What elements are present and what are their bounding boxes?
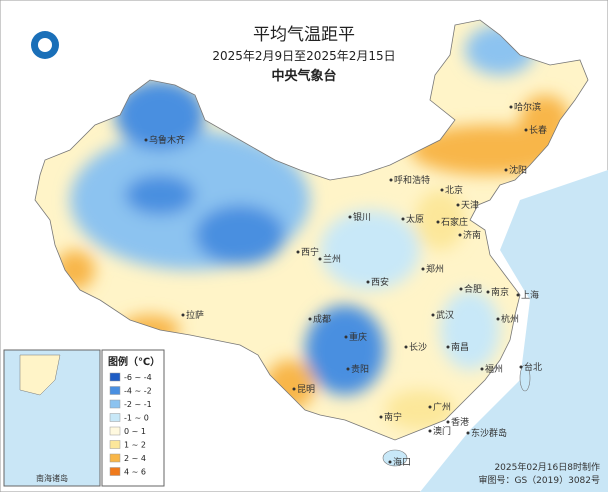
city-label: 上海 [521,289,539,301]
legend-swatch [109,453,121,463]
city-dot [504,168,508,172]
legend-label: -6 ~ -4 [124,373,152,382]
city-label: 台北 [524,361,542,373]
city-label: 长春 [529,124,547,136]
footer-approval: 审图号：GS（2019）3082号 [479,474,601,486]
city-label: 合肥 [464,283,482,295]
city-dot [428,429,432,433]
city-dot [509,105,513,109]
city-label: 海口 [393,456,411,468]
city-label: 广州 [433,401,451,413]
city-dot [516,293,520,297]
city-label: 天津 [461,200,479,211]
legend-swatch [109,467,121,476]
city-label: 北京 [445,184,463,196]
city-label: 济南 [463,229,481,241]
city-dot [466,431,470,435]
city-dot [431,313,435,317]
city-dot [292,387,296,391]
city-dot [524,128,528,132]
city-label: 兰州 [323,253,341,265]
legend-swatch [109,426,121,436]
city-label: 武汉 [436,309,454,321]
legend-swatch [109,399,121,409]
city-dot [496,317,500,321]
city-dot [458,233,462,237]
city-label: 南昌 [451,341,469,353]
city-dot [486,290,490,294]
legend-title: 图例（℃） [108,355,160,368]
city-label: 杭州 [501,313,519,325]
city-label: 西宁 [301,246,319,258]
city-label: 石家庄 [441,216,468,228]
city-dot [308,317,312,321]
city-dot [519,365,523,369]
city-dot [421,267,425,271]
city-label: 南宁 [384,411,402,423]
legend-label: 4 ~ 6 [124,468,146,477]
city-label: 昆明 [297,384,315,395]
city-label: 西安 [371,276,389,288]
legend-label: 1 ~ 2 [124,441,146,450]
city-dot [480,367,484,371]
taiwan [519,364,531,392]
city-dot [446,345,450,349]
legend-swatch [109,413,121,422]
agency: 中央气象台 [271,68,336,84]
legend-swatch [109,440,121,449]
city-dot [446,420,450,424]
city-dot [296,250,300,254]
city-dot [436,220,440,224]
city-label: 哈尔滨 [514,101,541,113]
city-label: 呼和浩特 [394,174,430,186]
legend-label: 0 ~ 1 [124,427,146,436]
city-label: 银川 [353,211,371,223]
city-label: 郑州 [426,263,444,275]
legend-label: -4 ~ -2 [124,387,152,396]
city-dot [366,280,370,284]
city-label: 香港 [451,416,469,428]
city-dot [144,138,148,142]
city-label: 长沙 [409,341,427,353]
legend-swatch [109,372,121,382]
city-label: 南京 [491,286,509,298]
city-dot [388,460,392,464]
legend-label: -1 ~ 0 [124,414,149,423]
city-label: 重庆 [349,331,367,343]
city-dot [379,415,383,419]
city-label: 福州 [485,363,503,375]
inset-land [19,354,61,396]
subtitle: 2025年2月9日至2025年2月15日 [212,49,395,63]
city-label: 澳门 [433,425,451,437]
title: 平均气温距平 [253,25,355,45]
legend-swatch [109,386,121,395]
city-dot [348,215,352,219]
city-dot [181,313,185,317]
legend-label: -2 ~ -1 [124,400,152,409]
city-dot [401,217,405,221]
sea [420,170,608,492]
city-dot [346,367,350,371]
logo-inner [38,38,52,52]
legend-label: 2 ~ 4 [124,454,146,463]
city-label: 东沙群岛 [471,427,507,439]
city-dot [459,287,463,291]
city-label: 成都 [313,313,331,325]
city-dot [344,335,348,339]
city-label: 乌鲁木齐 [149,134,185,146]
city-label: 贵阳 [351,363,369,375]
city-dot [428,405,432,409]
city-dot [389,178,393,182]
inset-label: 南海诸岛 [36,473,68,483]
city-label: 沈阳 [509,164,527,176]
city-dot [318,257,322,261]
city-dot [440,188,444,192]
city-label: 拉萨 [186,309,204,321]
city-dot [456,203,460,207]
city-label: 太原 [406,213,424,225]
footer-made: 2025年02月16日8时制作 [494,461,600,473]
city-dot [404,345,408,349]
